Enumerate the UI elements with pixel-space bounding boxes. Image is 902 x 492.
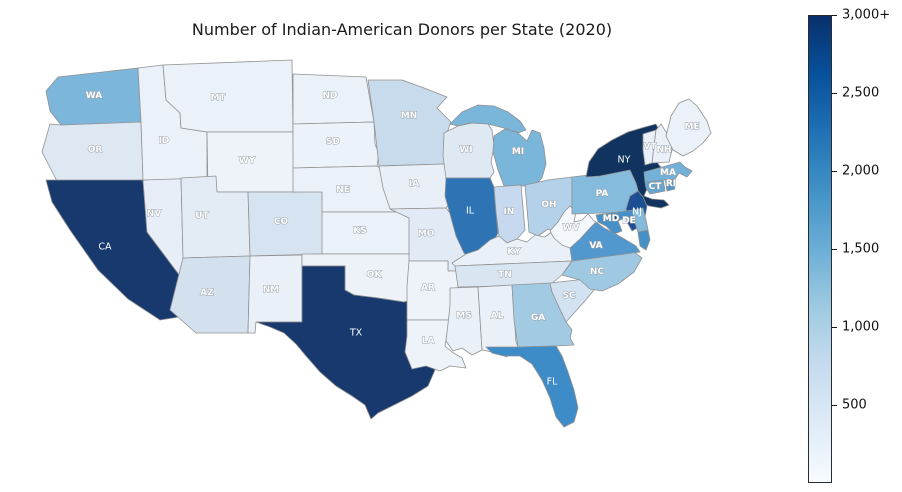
- state-label-wa: WA: [86, 91, 103, 101]
- colorbar-tick-label: 1,500: [842, 241, 880, 257]
- state-label-fl: FL: [547, 377, 558, 388]
- state-label-ne: NE: [336, 185, 350, 195]
- state-label-pa: PA: [596, 189, 609, 199]
- state-label-nc: NC: [590, 267, 605, 277]
- state-label-va: VA: [589, 241, 602, 251]
- colorbar-tick-label: 500: [842, 397, 867, 413]
- state-label-ok: OK: [367, 270, 383, 280]
- state-label-mi: MI: [512, 147, 524, 157]
- state-ks: [321, 211, 416, 255]
- state-label-ia: IA: [409, 179, 419, 189]
- colorbar-tick-mark: [832, 405, 837, 406]
- colorbar-tick-label: 2,500: [842, 85, 880, 101]
- state-label-la: LA: [422, 336, 435, 346]
- state-label-id: ID: [159, 136, 170, 146]
- state-mi: [449, 104, 547, 187]
- state-nc: [561, 251, 643, 292]
- state-fl: [485, 345, 579, 428]
- colorbar-tick-mark: [832, 327, 837, 328]
- state-label-me: ME: [684, 122, 699, 132]
- state-ma: [643, 161, 693, 183]
- state-label-ar: AR: [421, 283, 435, 293]
- state-label-vt: VT: [643, 142, 657, 152]
- colorbar-tick-mark: [832, 15, 837, 16]
- colorbar-tick-label: 1,000: [842, 319, 880, 335]
- state-label-ma: MA: [660, 168, 676, 178]
- state-label-nm: NM: [263, 285, 280, 295]
- state-label-al: AL: [491, 311, 504, 321]
- state-label-nh: NH: [656, 145, 671, 155]
- state-tn: [454, 260, 573, 288]
- state-label-ny: NY: [618, 155, 631, 166]
- colorbar-tick-mark: [832, 93, 837, 94]
- state-dc: [612, 213, 619, 220]
- state-label-md: MD: [603, 214, 619, 224]
- state-label-nj: NJ: [632, 207, 642, 218]
- state-label-wv: WV: [563, 223, 580, 233]
- state-label-ut: UT: [195, 211, 209, 221]
- state-label-ct: CT: [649, 182, 663, 192]
- state-wv: [549, 205, 597, 249]
- state-label-ga: GA: [531, 313, 545, 323]
- state-label-sd: SD: [326, 137, 340, 147]
- colorbar-tick-mark: [832, 249, 837, 250]
- state-mt: [162, 59, 294, 133]
- state-label-il: IL: [466, 206, 475, 217]
- state-label-de: DE: [622, 216, 636, 226]
- state-label-or: OR: [88, 145, 103, 155]
- colorbar-tick-mark: [832, 171, 837, 172]
- state-label-in: IN: [504, 207, 515, 217]
- state-label-nv: NV: [147, 209, 162, 219]
- state-label-oh: OH: [541, 200, 556, 210]
- state-label-nd: ND: [322, 91, 337, 101]
- state-wi: [442, 120, 495, 179]
- state-label-ri: RI: [666, 179, 676, 189]
- colorbar: 3,000+ 2,500 2,000 1,500 1,000 500: [808, 8, 890, 483]
- state-label-mt: MT: [210, 93, 226, 103]
- colorbar-tick-label: 2,000: [842, 163, 880, 179]
- state-tx: [255, 265, 436, 420]
- state-label-mn: MN: [401, 111, 418, 121]
- state-label-wi: WI: [459, 145, 472, 155]
- chart-title: Number of Indian-American Donors per Sta…: [191, 20, 613, 39]
- state-me: [665, 98, 712, 157]
- state-label-tx: TX: [349, 328, 363, 339]
- state-label-co: CO: [274, 217, 289, 227]
- state-label-wy: WY: [239, 156, 256, 166]
- state-de: [632, 207, 649, 233]
- colorbar-tick-label: 3,000+: [842, 7, 891, 23]
- state-label-tn: TN: [498, 270, 512, 280]
- state-ms: [445, 286, 483, 356]
- state-label-mo: MO: [418, 229, 435, 239]
- state-label-ca: CA: [98, 242, 112, 253]
- state-label-sc: SC: [562, 291, 575, 301]
- colorbar-gradient: [808, 15, 832, 483]
- state-mn: [367, 79, 452, 167]
- state-label-ks: KS: [353, 226, 366, 236]
- state-label-ky: KY: [507, 247, 521, 257]
- state-label-ms: MS: [456, 311, 471, 321]
- state-label-az: AZ: [200, 288, 214, 298]
